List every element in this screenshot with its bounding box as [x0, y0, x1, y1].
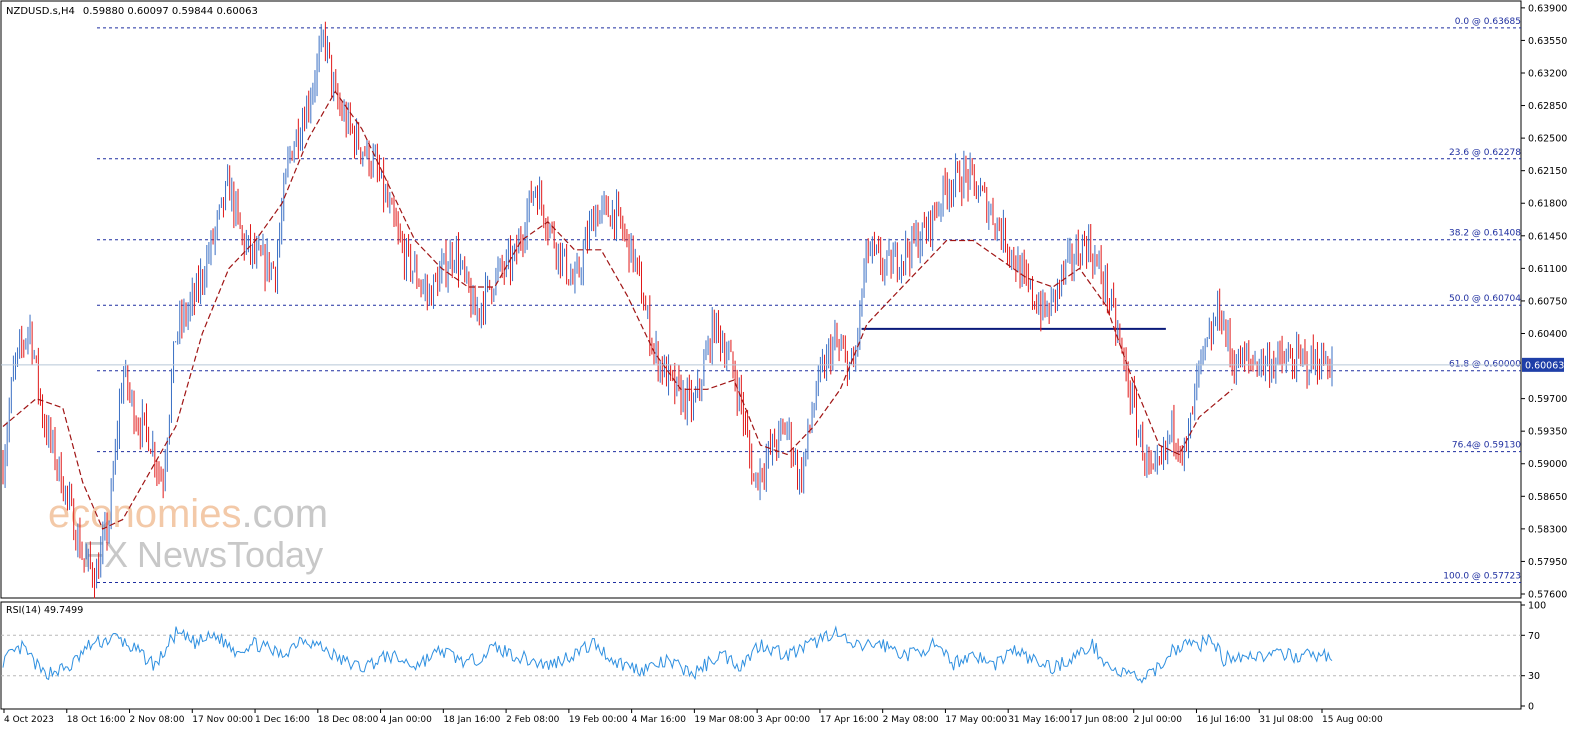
x-tick-label: 16 Jul 16:00 [1196, 715, 1250, 725]
x-tick-label: 18 Dec 08:00 [318, 715, 379, 725]
y-tick-label: 0.58650 [1528, 492, 1567, 503]
y-tick-label: 0.61450 [1528, 231, 1567, 242]
x-tick-label: 18 Oct 16:00 [67, 715, 126, 725]
x-tick-label: 17 Nov 00:00 [192, 715, 253, 725]
y-tick-label: 0.63200 [1528, 68, 1567, 79]
x-tick-label: 4 Jan 00:00 [381, 715, 433, 725]
time-axis: 4 Oct 2023 18 Oct 16:00 2 Nov 08:00 17 Nov … [3, 709, 1383, 725]
x-tick-label: 31 Jul 08:00 [1259, 715, 1313, 725]
watermark-fx-prefix: FX [82, 534, 128, 575]
fib-level-label: 100.0 @ 0.57723 [1443, 572, 1521, 582]
y-tick-label: 0.61800 [1528, 199, 1567, 210]
rsi-panel: 100 70 30 0 RSI(14) 49.7499 [1, 601, 1546, 713]
rsi-tick-label: 30 [1528, 671, 1540, 682]
moving-average-series [2, 90, 1233, 530]
x-tick-label: 4 Oct 2023 [4, 715, 54, 725]
y-tick-label: 0.62850 [1528, 101, 1567, 112]
y-tick-label: 0.57600 [1528, 590, 1567, 601]
fib-level-label: 76.4@ 0.59130 [1452, 441, 1521, 451]
x-tick-label: 2 Feb 08:00 [506, 715, 560, 725]
moving-average-line [2, 90, 1233, 530]
fib-level-label: 0.0 @ 0.63685 [1455, 17, 1521, 27]
candlestick-series [2, 21, 1333, 599]
rsi-panel-frame [0, 601, 1522, 710]
y-tick-label: 0.59700 [1528, 394, 1567, 405]
rsi-tick-label: 100 [1528, 601, 1546, 612]
y-tick-label: 0.60400 [1528, 329, 1567, 340]
x-tick-label: 2 Jul 00:00 [1134, 715, 1183, 725]
y-tick-label: 0.59000 [1528, 459, 1567, 470]
rsi-label: RSI(14) 49.7499 [6, 605, 83, 616]
y-tick-label: 0.63900 [1528, 3, 1567, 14]
y-tick-label: 0.61100 [1528, 264, 1567, 275]
y-tick-label: 0.62150 [1528, 166, 1567, 177]
current-price-tag [1522, 357, 1564, 372]
fib-level-label: 23.6 @ 0.62278 [1449, 148, 1521, 158]
x-tick-label: 3 Apr 00:00 [757, 715, 810, 725]
chart-header: NZDUSD.s,H4 0.59880 0.60097 0.59844 0.600… [6, 6, 258, 17]
watermark-newstoday: NewsToday [137, 534, 323, 575]
price-axis: 0.63900 0.63550 0.63200 0.62850 0.62500 0.621… [1521, 3, 1567, 601]
main-panel-frame [0, 0, 1522, 599]
x-tick-label: 31 May 16:00 [1008, 715, 1070, 725]
x-tick-label: 2 May 08:00 [883, 715, 939, 725]
x-tick-label: 15 Aug 00:00 [1322, 715, 1383, 725]
y-tick-label: 0.63550 [1528, 36, 1567, 47]
rsi-line [2, 625, 1333, 684]
fib-level-label: 50.0 @ 0.60704 [1449, 294, 1521, 304]
y-tick-label: 0.58300 [1528, 524, 1567, 535]
x-tick-label: 1 Dec 16:00 [255, 715, 310, 725]
fib-level-label: 38.2 @ 0.61408 [1449, 229, 1521, 239]
x-tick-label: 17 May 00:00 [945, 715, 1007, 725]
x-tick-label: 19 Mar 08:00 [694, 715, 754, 725]
rsi-tick-label: 0 [1528, 702, 1534, 713]
y-tick-label: 0.62500 [1528, 134, 1567, 145]
x-tick-label: 4 Mar 16:00 [632, 715, 687, 725]
x-tick-label: 17 Apr 16:00 [820, 715, 879, 725]
x-tick-label: 17 Jun 08:00 [1071, 715, 1128, 725]
y-tick-label: 0.59350 [1528, 427, 1567, 438]
x-tick-label: 19 Feb 00:00 [569, 715, 628, 725]
rsi-tick-label: 70 [1528, 631, 1540, 642]
y-tick-label: 0.57950 [1528, 557, 1567, 568]
x-tick-label: 2 Nov 08:00 [130, 715, 185, 725]
current-price-label: 0.60063 [1525, 360, 1564, 371]
current-price-group: 0.60063 [1, 357, 1564, 372]
x-tick-label: 18 Jan 16:00 [443, 715, 500, 725]
y-tick-label: 0.60750 [1528, 296, 1567, 307]
